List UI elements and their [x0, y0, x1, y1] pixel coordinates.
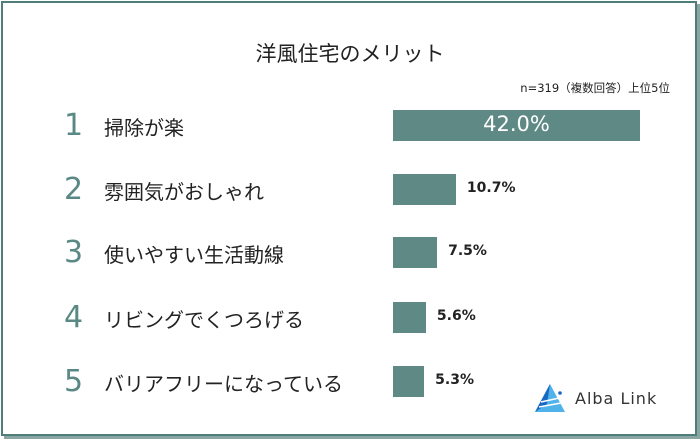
- bar: [393, 366, 425, 397]
- bar: [393, 174, 456, 205]
- logo-mark-icon: [535, 384, 565, 412]
- bar-row: 4 リビングでくつろげる 5.6%: [0, 298, 700, 338]
- category-label: リビングでくつろげる: [104, 308, 304, 332]
- logo-text: Alba Link: [575, 388, 658, 408]
- value-label: 5.3%: [435, 372, 474, 388]
- bar-row: 1 掃除が楽 42.0%: [0, 106, 700, 146]
- category-label: 使いやすい生活動線: [104, 243, 284, 267]
- alba-link-logo: Alba Link: [533, 382, 657, 414]
- rank-number: 1: [64, 108, 84, 143]
- bar: [393, 110, 640, 141]
- rank-number: 4: [64, 300, 84, 335]
- rank-number: 3: [64, 235, 84, 270]
- rank-number: 5: [64, 364, 84, 399]
- value-label: 7.5%: [448, 243, 487, 259]
- value-label: 5.6%: [436, 308, 476, 324]
- category-label: バリアフリーになっている: [104, 372, 343, 396]
- bar-row: 2 雰囲気がおしゃれ 10.7%: [0, 170, 700, 210]
- chart-title: 洋風住宅のメリット: [255, 42, 445, 66]
- bar: [393, 237, 438, 268]
- bar: [393, 302, 426, 333]
- category-label: 掃除が楽: [104, 116, 184, 140]
- rank-number: 2: [64, 172, 84, 207]
- value-label: 42.0%: [483, 112, 550, 136]
- sample-note: n=319（複数回答）上位5位: [520, 81, 670, 95]
- bar-row: 3 使いやすい生活動線 7.5%: [0, 233, 700, 273]
- value-label: 10.7%: [466, 180, 516, 196]
- bar-row: 5 バリアフリーになっている 5.3%: [0, 362, 700, 402]
- category-label: 雰囲気がおしゃれ: [104, 180, 264, 204]
